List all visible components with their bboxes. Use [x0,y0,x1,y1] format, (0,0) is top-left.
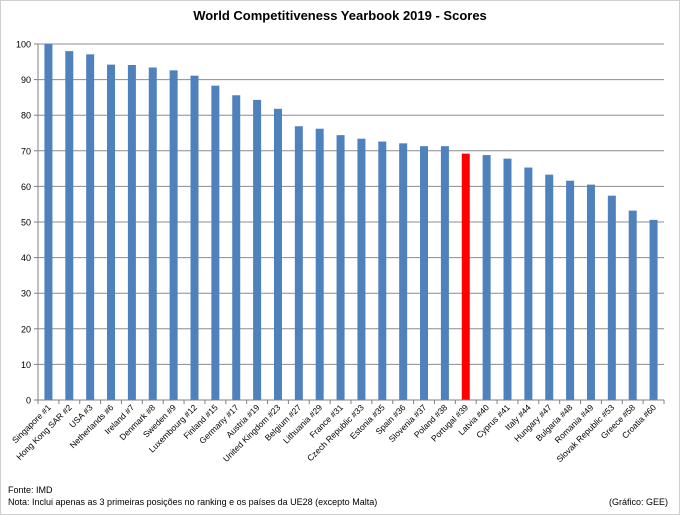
y-tick-label: 40 [21,253,31,263]
bar-highlight [461,153,470,400]
y-tick-label: 10 [21,360,31,370]
y-tick-label: 30 [21,289,31,299]
bar [524,167,533,400]
bar [127,65,136,400]
bar [253,99,262,400]
bar [482,155,491,400]
source-note: Fonte: IMD [8,485,53,495]
bar [649,219,658,400]
bar [294,126,303,401]
bar [336,135,345,401]
bar [566,180,575,400]
bar [420,146,429,400]
footnote: Nota: Inclui apenas as 3 primeiras posiç… [8,497,378,507]
bar [315,128,324,400]
bar [440,146,449,400]
bar [378,141,387,400]
bar [232,95,241,400]
bar [44,44,53,400]
bar [148,67,157,400]
y-tick-label: 100 [16,40,31,50]
bar [65,51,74,401]
y-tick-label: 70 [21,146,31,156]
chart-title: World Competitiveness Yearbook 2019 - Sc… [193,8,487,23]
bar [545,174,554,400]
y-tick-label: 50 [21,218,31,228]
y-tick-label: 90 [21,75,31,85]
bar [211,85,220,400]
y-tick-label: 0 [26,396,31,406]
bar [169,70,178,401]
y-axis-ticks: 0 10 20 30 40 50 60 70 80 90 100 [16,40,38,406]
bar [586,184,595,400]
bar [107,64,116,400]
bar [503,158,512,400]
bar [628,210,637,400]
bars [44,44,658,401]
bar [357,138,366,401]
y-tick-label: 60 [21,182,31,192]
chart-credit: (Gráfico: GEE) [608,497,668,507]
bar [273,108,282,401]
y-tick-label: 20 [21,324,31,334]
bar [607,195,616,400]
bar [190,75,199,401]
bar [399,143,408,400]
y-tick-label: 80 [21,111,31,121]
gridlines [38,43,664,401]
bar [86,54,95,400]
